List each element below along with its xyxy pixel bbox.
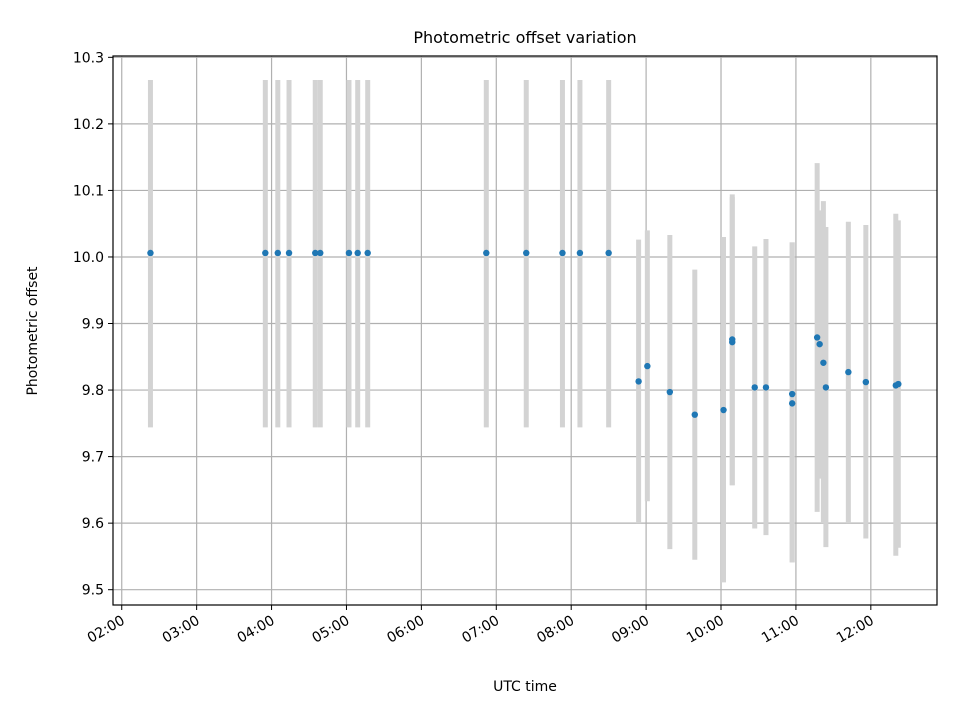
x-tick-label: 08:00 (534, 613, 577, 647)
data-point (605, 249, 612, 257)
x-tick-label: 11:00 (759, 613, 802, 647)
data-point (312, 249, 319, 257)
data-points (147, 249, 902, 418)
y-tick-label: 9.7 (82, 450, 104, 466)
data-point (762, 384, 770, 391)
y-tick-label: 9.8 (82, 383, 104, 399)
y-tick-label: 9.9 (82, 317, 104, 333)
data-point (274, 249, 281, 257)
data-point (523, 249, 530, 257)
data-point (691, 411, 698, 418)
x-tick-label: 12:00 (834, 613, 877, 647)
x-tick-label: 02:00 (85, 613, 128, 647)
data-point (354, 249, 361, 257)
plot-frame (112, 55, 938, 606)
x-axis-label: UTC time (493, 679, 557, 695)
y-tick-label: 10.1 (73, 183, 104, 199)
data-point (820, 359, 827, 366)
data-point (483, 249, 490, 257)
data-point (895, 380, 902, 388)
data-point (720, 406, 727, 414)
error-bars (147, 79, 901, 583)
data-point (822, 384, 830, 391)
y-tick-label: 10.2 (73, 117, 104, 133)
data-point (845, 368, 852, 376)
data-point (576, 249, 584, 257)
data-point (147, 249, 154, 257)
data-point (345, 249, 353, 257)
data-point (364, 249, 371, 257)
x-tick-label: 05:00 (310, 613, 353, 647)
y-tick-label: 10.0 (73, 250, 104, 266)
x-tick-label: 09:00 (609, 613, 652, 647)
data-point (813, 334, 821, 341)
data-point (317, 249, 324, 257)
x-tick-label: 03:00 (160, 613, 203, 647)
data-point (285, 249, 293, 257)
data-point (635, 378, 642, 385)
data-point (816, 340, 823, 348)
y-tick-label: 9.6 (82, 516, 104, 532)
y-axis-label: Photometric offset (25, 266, 41, 396)
data-point (644, 362, 651, 370)
x-tick-label: 07:00 (459, 613, 502, 647)
y-tick-label: 9.5 (82, 583, 104, 599)
y-tick-label: 10.3 (73, 50, 104, 66)
x-tick-label: 04:00 (235, 613, 278, 647)
x-tick-label: 10:00 (684, 613, 727, 647)
x-tick-label: 06:00 (384, 613, 427, 647)
data-point (666, 388, 674, 396)
chart-title: Photometric offset variation (413, 28, 636, 47)
data-point (788, 390, 796, 398)
data-point (751, 384, 758, 391)
y-axis-ticks: 9.5 9.6 9.7 9.8 9.9 10.0 10.1 10.2 10.3 (73, 50, 113, 599)
data-point (729, 338, 736, 346)
data-point (862, 378, 870, 386)
data-point (559, 249, 566, 257)
data-point (788, 400, 796, 407)
data-point (262, 249, 269, 257)
x-axis-ticks: 02:00 03:00 04:00 05:00 06:00 07:00 08:00 09:00… (85, 605, 877, 647)
